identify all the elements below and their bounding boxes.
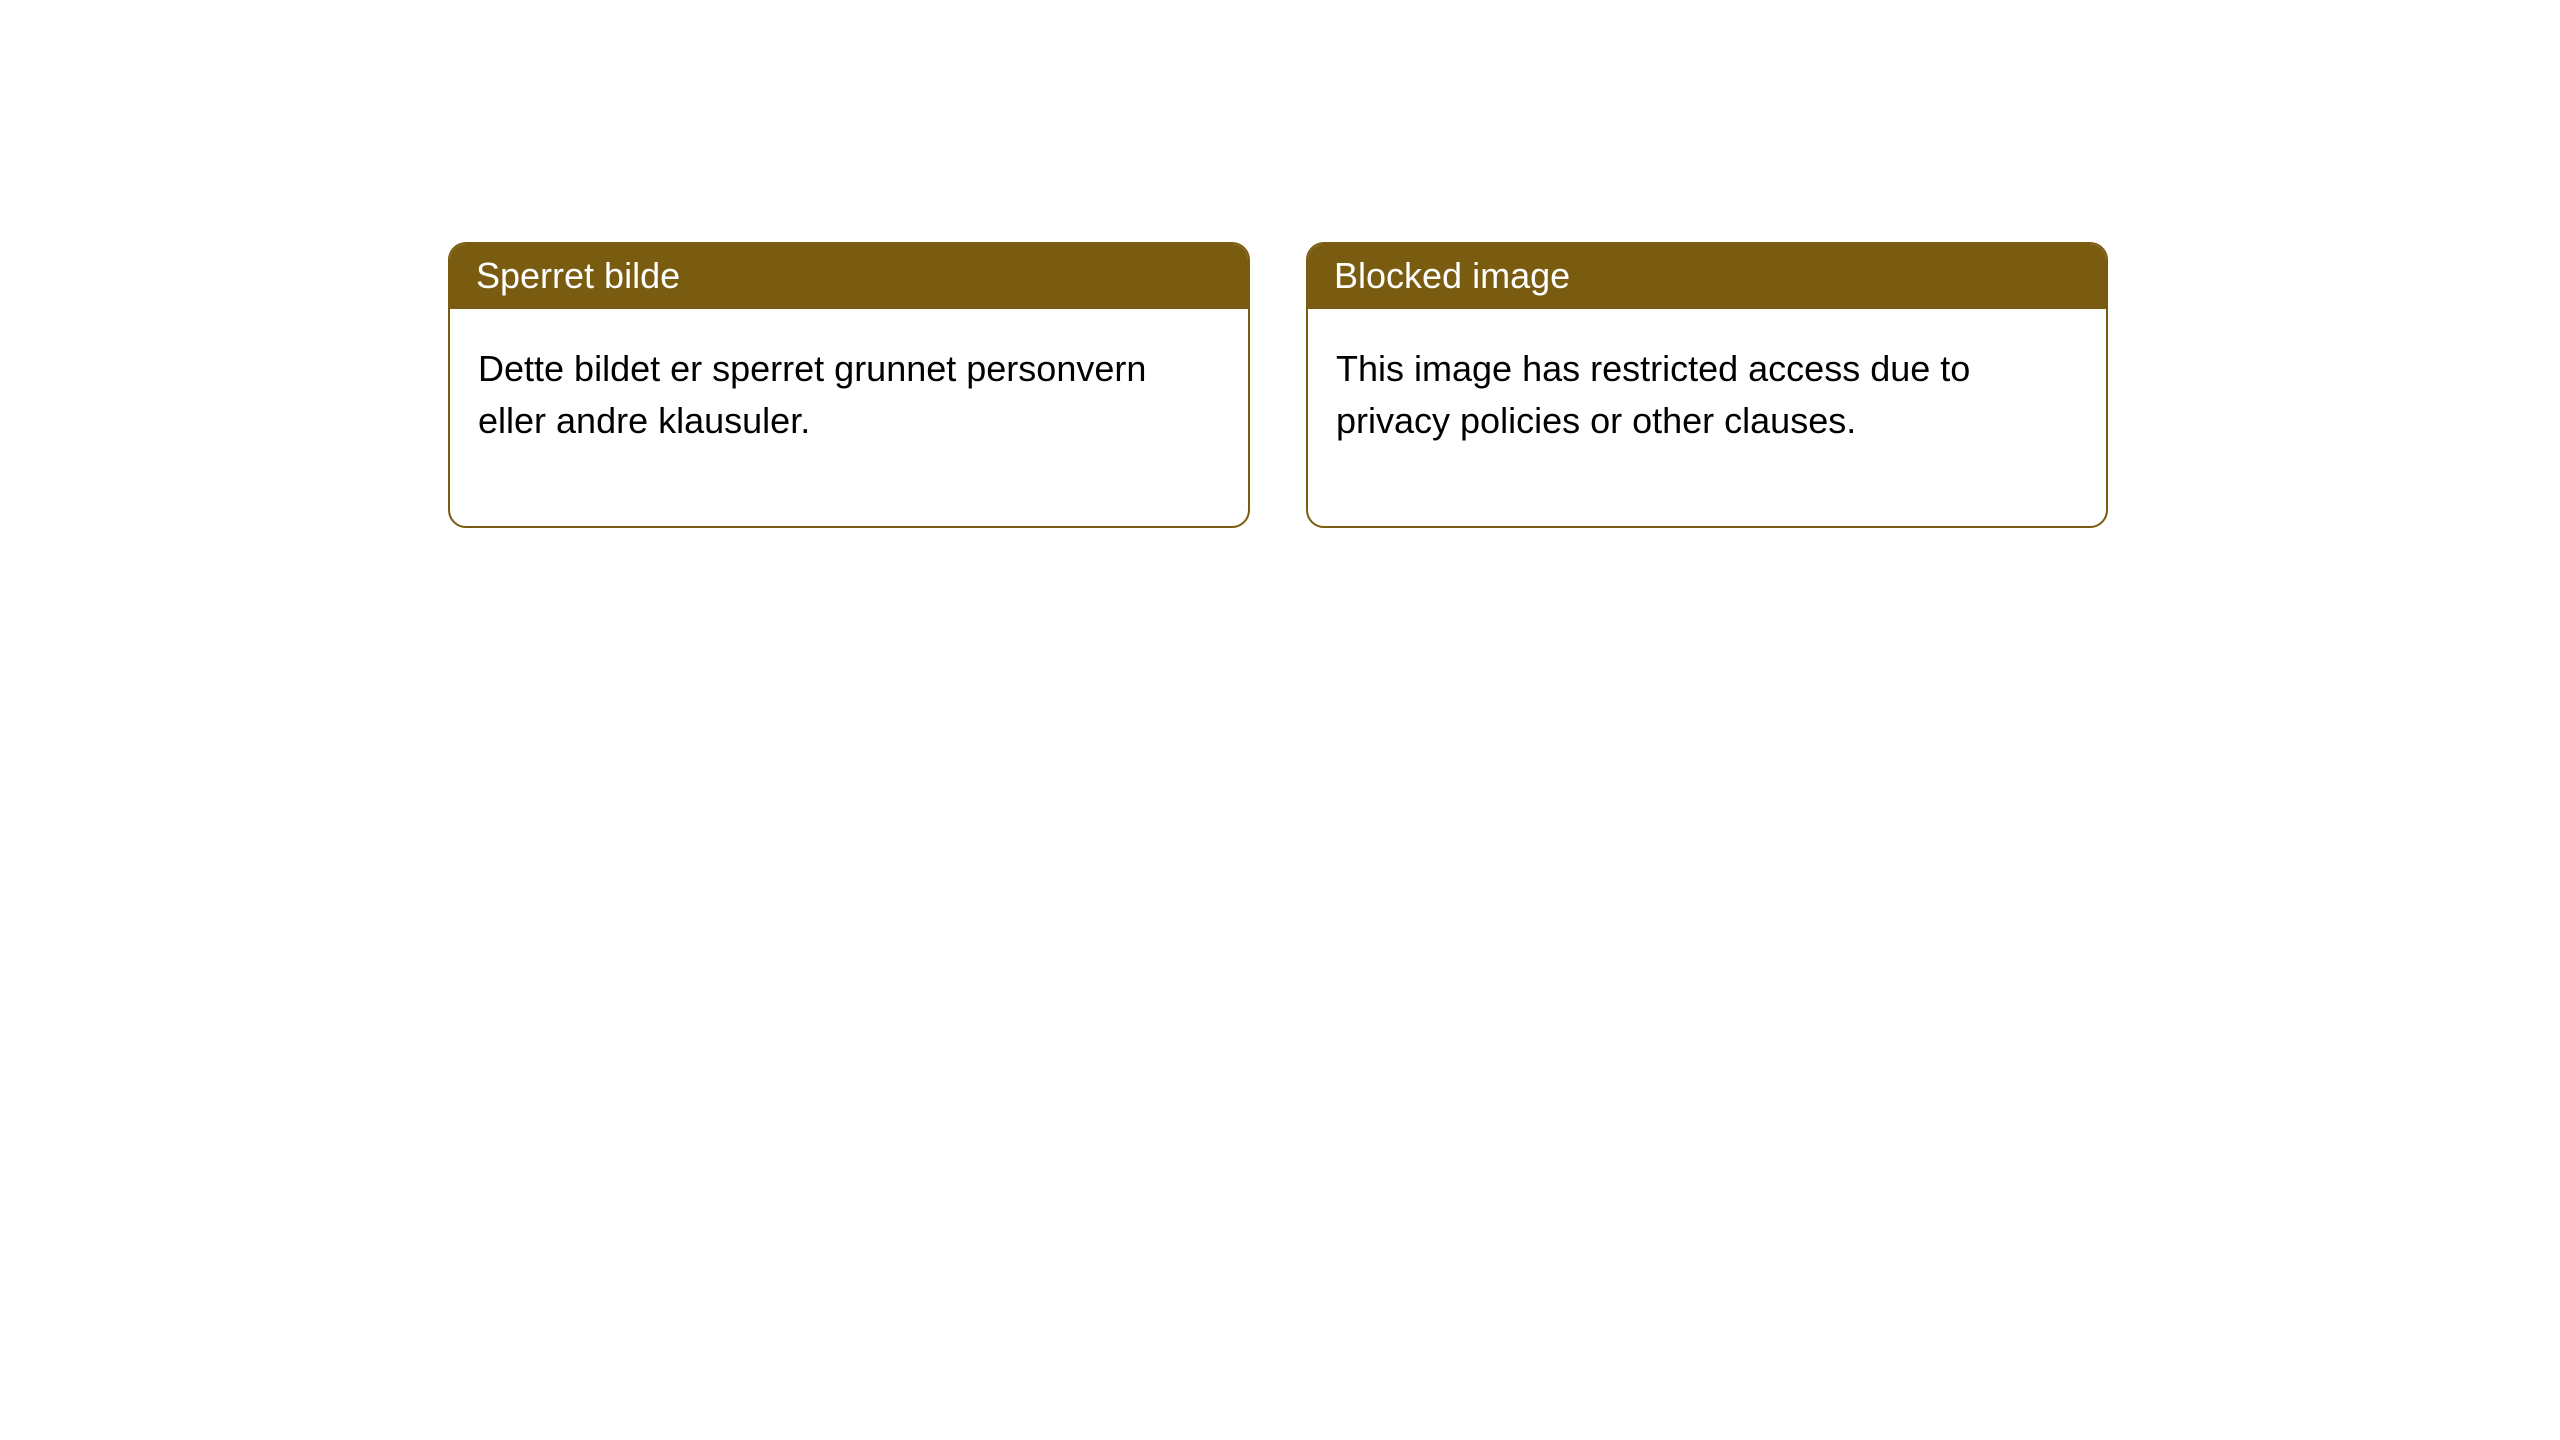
notice-container: Sperret bilde Dette bildet er sperret gr…: [0, 0, 2560, 528]
notice-title: Sperret bilde: [450, 244, 1248, 309]
notice-card-english: Blocked image This image has restricted …: [1306, 242, 2108, 528]
notice-title: Blocked image: [1308, 244, 2106, 309]
notice-body: This image has restricted access due to …: [1308, 309, 2106, 526]
notice-body: Dette bildet er sperret grunnet personve…: [450, 309, 1248, 526]
notice-card-norwegian: Sperret bilde Dette bildet er sperret gr…: [448, 242, 1250, 528]
